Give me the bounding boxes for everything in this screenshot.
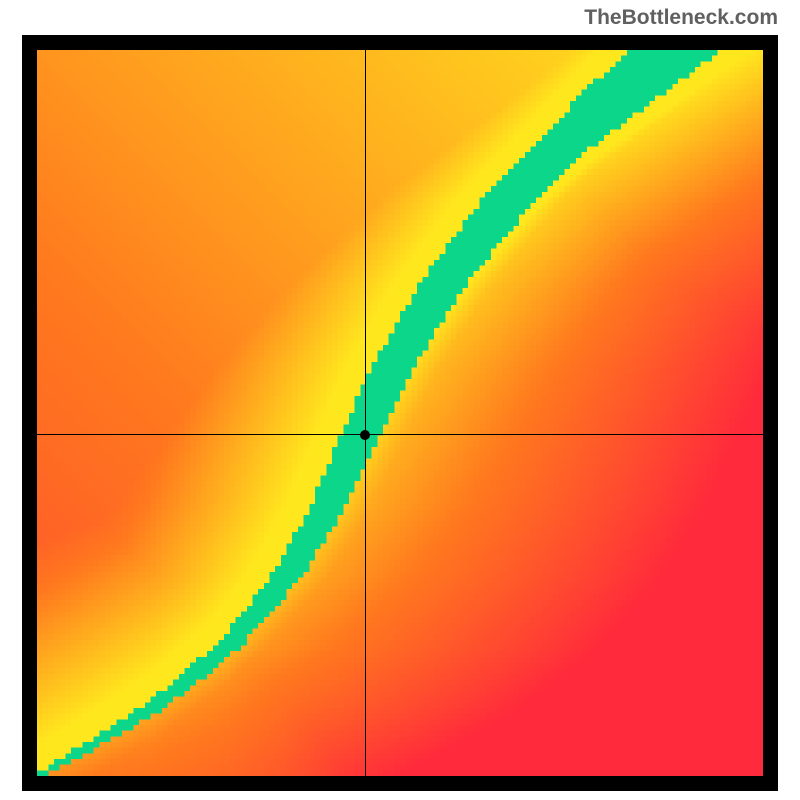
watermark-text: TheBottleneck.com [584,6,778,30]
crosshair-vertical [365,50,366,776]
crosshair-marker-dot [360,430,370,440]
bottleneck-heatmap [37,50,763,776]
chart-container: TheBottleneck.com [0,0,800,800]
crosshair-horizontal [37,434,763,435]
